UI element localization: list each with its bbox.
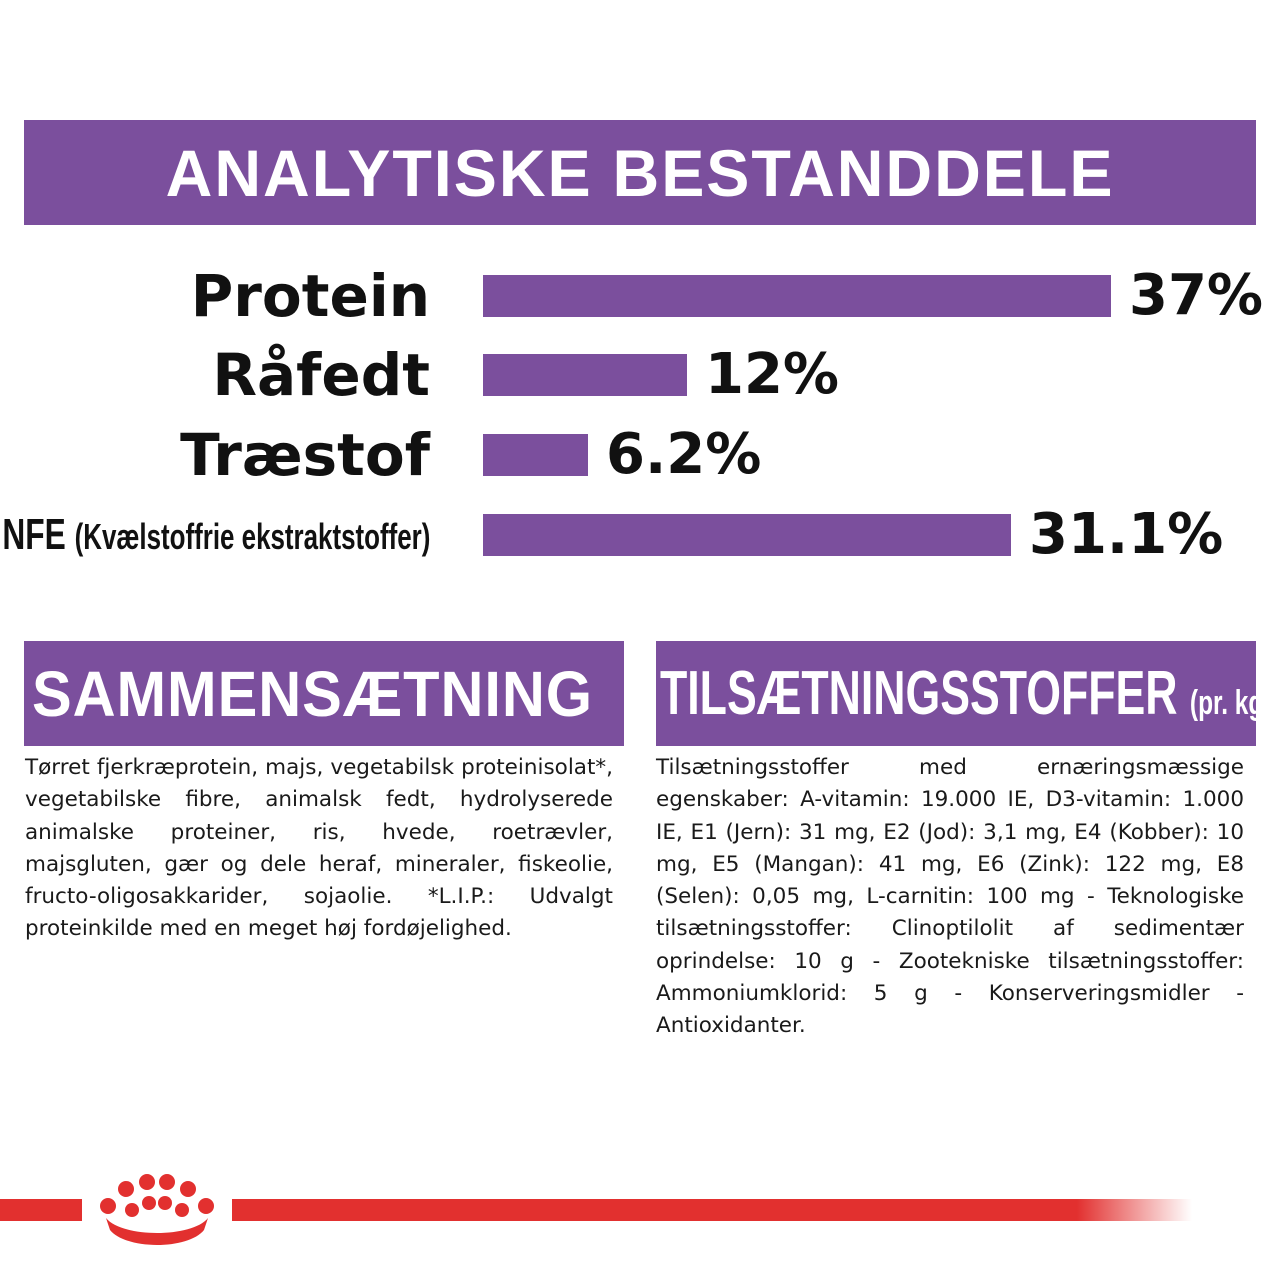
nutrient-label-main: NFE — [2, 510, 66, 559]
additives-unit: (pr. kg) — [1189, 684, 1272, 722]
nutrient-value: 37% — [1129, 263, 1264, 328]
nutrient-row-fibre: Træstof 6.2% — [0, 420, 1280, 490]
nutrient-value: 12% — [705, 342, 840, 407]
nutrient-row-protein: Protein 37% — [0, 261, 1280, 331]
additives-text: Tilsætningsstoffer med ernæringsmæssige … — [656, 755, 1244, 1039]
analysis-title: ANALYTISKE BESTANDDELE — [165, 135, 1115, 210]
composition-header: SAMMENSÆTNING — [24, 641, 624, 746]
additives-header: TILSÆTNINGSSTOFFER (pr. kg) — [656, 641, 1272, 746]
additives-title: TILSÆTNINGSSTOFFER (pr. kg) — [660, 658, 1272, 729]
nutrient-bar — [483, 354, 687, 396]
nutrient-row-fat: Råfedt 12% — [0, 340, 1280, 410]
nutrient-bar — [483, 434, 588, 476]
nutrient-value: 6.2% — [606, 422, 762, 487]
nutrient-label: Protein — [190, 262, 430, 330]
footer-line-right — [232, 1199, 1192, 1221]
composition-title: SAMMENSÆTNING — [32, 657, 593, 730]
nutrient-label: NFE (Kvælstoffrie ekstraktstoffer) — [2, 500, 430, 570]
nutrient-value: 31.1% — [1029, 502, 1224, 567]
nutrient-bar — [483, 514, 1011, 556]
footer-line-left — [0, 1199, 82, 1221]
crown-icon — [100, 1174, 214, 1245]
composition-text: Tørret fjerkræprotein, majs, vegetabilsk… — [25, 755, 613, 942]
nutrient-row-nfe: NFE (Kvælstoffrie ekstraktstoffer) 31.1% — [0, 500, 1280, 570]
additives-title-text: TILSÆTNINGSSTOFFER — [660, 659, 1178, 728]
nutrient-bar — [483, 275, 1111, 317]
nutrient-label: Råfedt — [212, 341, 430, 409]
nutrient-label-sub: (Kvælstoffrie ekstraktstoffer) — [74, 516, 430, 557]
analysis-header: ANALYTISKE BESTANDDELE — [24, 120, 1256, 225]
nutrient-label: Træstof — [180, 421, 430, 489]
